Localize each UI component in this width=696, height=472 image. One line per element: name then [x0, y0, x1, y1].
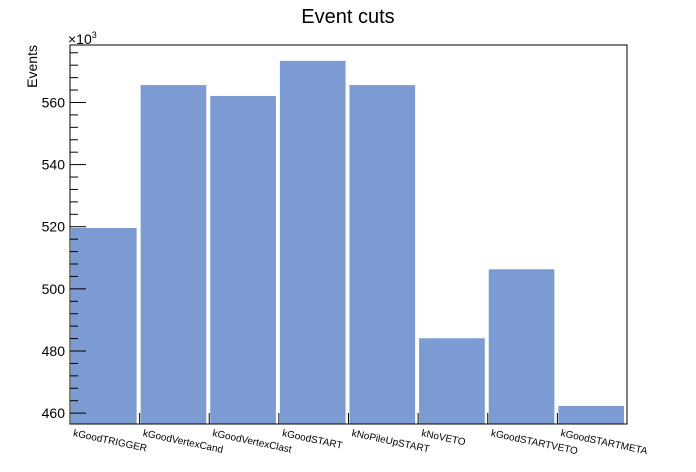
chart-title: Event cuts: [301, 6, 394, 28]
bar-kNoVETO: [419, 338, 485, 424]
y-tick-label: 540: [42, 157, 66, 173]
y-tick-label: 560: [42, 94, 66, 110]
bar-kGoodSTARTVETO: [488, 269, 555, 424]
y-multiplier-label: ×10: [68, 31, 92, 47]
x-tick-label: kGoodTRIGGER: [72, 428, 148, 454]
y-multiplier: ×103: [68, 30, 97, 47]
svg-text:×103: ×103: [68, 30, 97, 47]
bar-kGoodTRIGGER: [71, 227, 137, 424]
x-tick-label: kGoodVertexClast: [211, 428, 292, 456]
x-tick-label: kGoodVertexCand: [142, 428, 224, 456]
bar-kGoodSTART: [279, 60, 346, 425]
y-tick-label: 500: [42, 281, 66, 297]
x-axis-ticks: [139, 413, 558, 424]
bar-kGoodVertexClast: [210, 95, 276, 424]
bar-kNoPileUpSTART: [349, 85, 416, 424]
y-tick-label: 460: [42, 405, 66, 421]
bars-group: [71, 60, 625, 425]
bar-kGoodVertexCand: [140, 85, 207, 424]
y-tick-label: 520: [42, 219, 66, 235]
y-axis-ticks: 460 480 500 520 540 560: [42, 52, 86, 421]
x-axis-labels: kGoodTRIGGERkGoodVertexCandkGoodVertexCl…: [72, 428, 648, 457]
x-tick-label: kNoPileUpSTART: [351, 428, 431, 455]
bar-kGoodSTARTMETA: [558, 405, 625, 424]
y-multiplier-exponent: 3: [92, 30, 97, 40]
y-tick-label: 480: [42, 343, 66, 359]
y-axis-title: Events: [24, 45, 40, 88]
